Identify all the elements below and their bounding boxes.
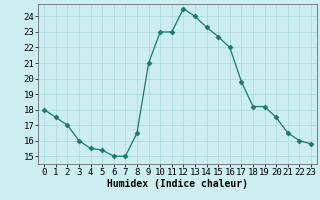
X-axis label: Humidex (Indice chaleur): Humidex (Indice chaleur): [107, 179, 248, 189]
